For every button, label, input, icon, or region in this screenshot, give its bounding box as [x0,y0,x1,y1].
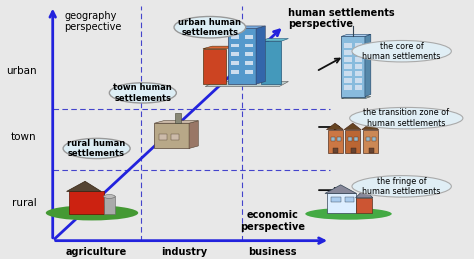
Ellipse shape [350,107,463,129]
Polygon shape [256,26,265,84]
Text: the fringe of
human settlements: the fringe of human settlements [363,177,441,196]
Text: agriculture: agriculture [66,247,127,257]
Polygon shape [362,123,379,130]
Bar [331,197,341,202]
Polygon shape [344,123,361,130]
Bar [345,130,360,153]
Bar [261,41,282,84]
Bar [171,134,179,140]
Bar [351,148,356,153]
Bar [231,35,239,39]
Bar [245,44,253,47]
Bar [355,78,362,83]
Bar [103,197,115,214]
Ellipse shape [46,205,138,220]
Bar [369,148,374,153]
Bar [327,193,356,213]
Bar [345,64,352,69]
Bar [363,130,378,153]
Polygon shape [203,46,235,49]
Text: human settlements
perspective: human settlements perspective [289,8,395,29]
Text: rural: rural [12,198,36,208]
Polygon shape [66,181,101,191]
Bar [155,123,189,148]
Polygon shape [155,121,198,123]
Bar [231,53,239,56]
Text: town human
settlements: town human settlements [113,83,172,103]
Polygon shape [325,185,356,193]
Bar [345,57,352,62]
Bar [245,61,253,65]
Text: the transition zone of
human settlements: the transition zone of human settlements [363,109,449,128]
Bar [341,37,365,97]
Ellipse shape [305,208,392,220]
Bar [328,130,343,153]
Polygon shape [261,39,289,41]
Bar [355,85,362,90]
Bar [245,70,253,74]
Polygon shape [341,34,371,37]
Polygon shape [189,121,198,148]
Text: industry: industry [161,247,208,257]
Text: urban: urban [6,66,36,76]
Bar [345,50,352,55]
Ellipse shape [103,195,115,198]
Bar [355,50,362,55]
Bar [372,137,376,141]
Polygon shape [205,82,289,87]
Bar [331,137,335,141]
Bar [231,61,239,65]
Polygon shape [327,123,343,130]
Bar [159,134,167,140]
Text: rural human
settlements: rural human settlements [67,139,126,158]
Text: urban human
settlements: urban human settlements [178,18,241,37]
Bar [245,53,253,56]
Polygon shape [341,97,371,99]
Text: economic
perspective: economic perspective [240,210,305,232]
Bar [354,137,358,141]
Bar [366,137,370,141]
Bar [355,64,362,69]
Ellipse shape [109,83,176,103]
Bar [345,43,352,48]
Bar [355,57,362,62]
Text: town: town [11,132,36,142]
Bar [355,71,362,76]
Bar [345,85,352,90]
Text: the core of
human settlements: the core of human settlements [363,41,441,61]
Text: geography
perspective: geography perspective [64,11,122,32]
Bar [345,78,352,83]
Ellipse shape [174,17,246,38]
Bar [175,113,181,123]
Bar [69,191,103,214]
Bar [356,198,372,213]
Bar [345,197,355,202]
Bar [228,28,256,84]
Polygon shape [356,189,373,198]
Ellipse shape [352,176,451,197]
Bar [231,44,239,47]
Bar [345,71,352,76]
Bar [337,137,340,141]
Bar [245,35,253,39]
Text: business: business [248,247,297,257]
Bar [348,137,352,141]
Ellipse shape [352,40,451,62]
Ellipse shape [63,138,130,159]
Polygon shape [228,26,265,28]
Bar [334,148,338,153]
Bar [231,70,239,74]
Polygon shape [365,34,371,97]
Bar [355,43,362,48]
Bar [203,49,226,84]
